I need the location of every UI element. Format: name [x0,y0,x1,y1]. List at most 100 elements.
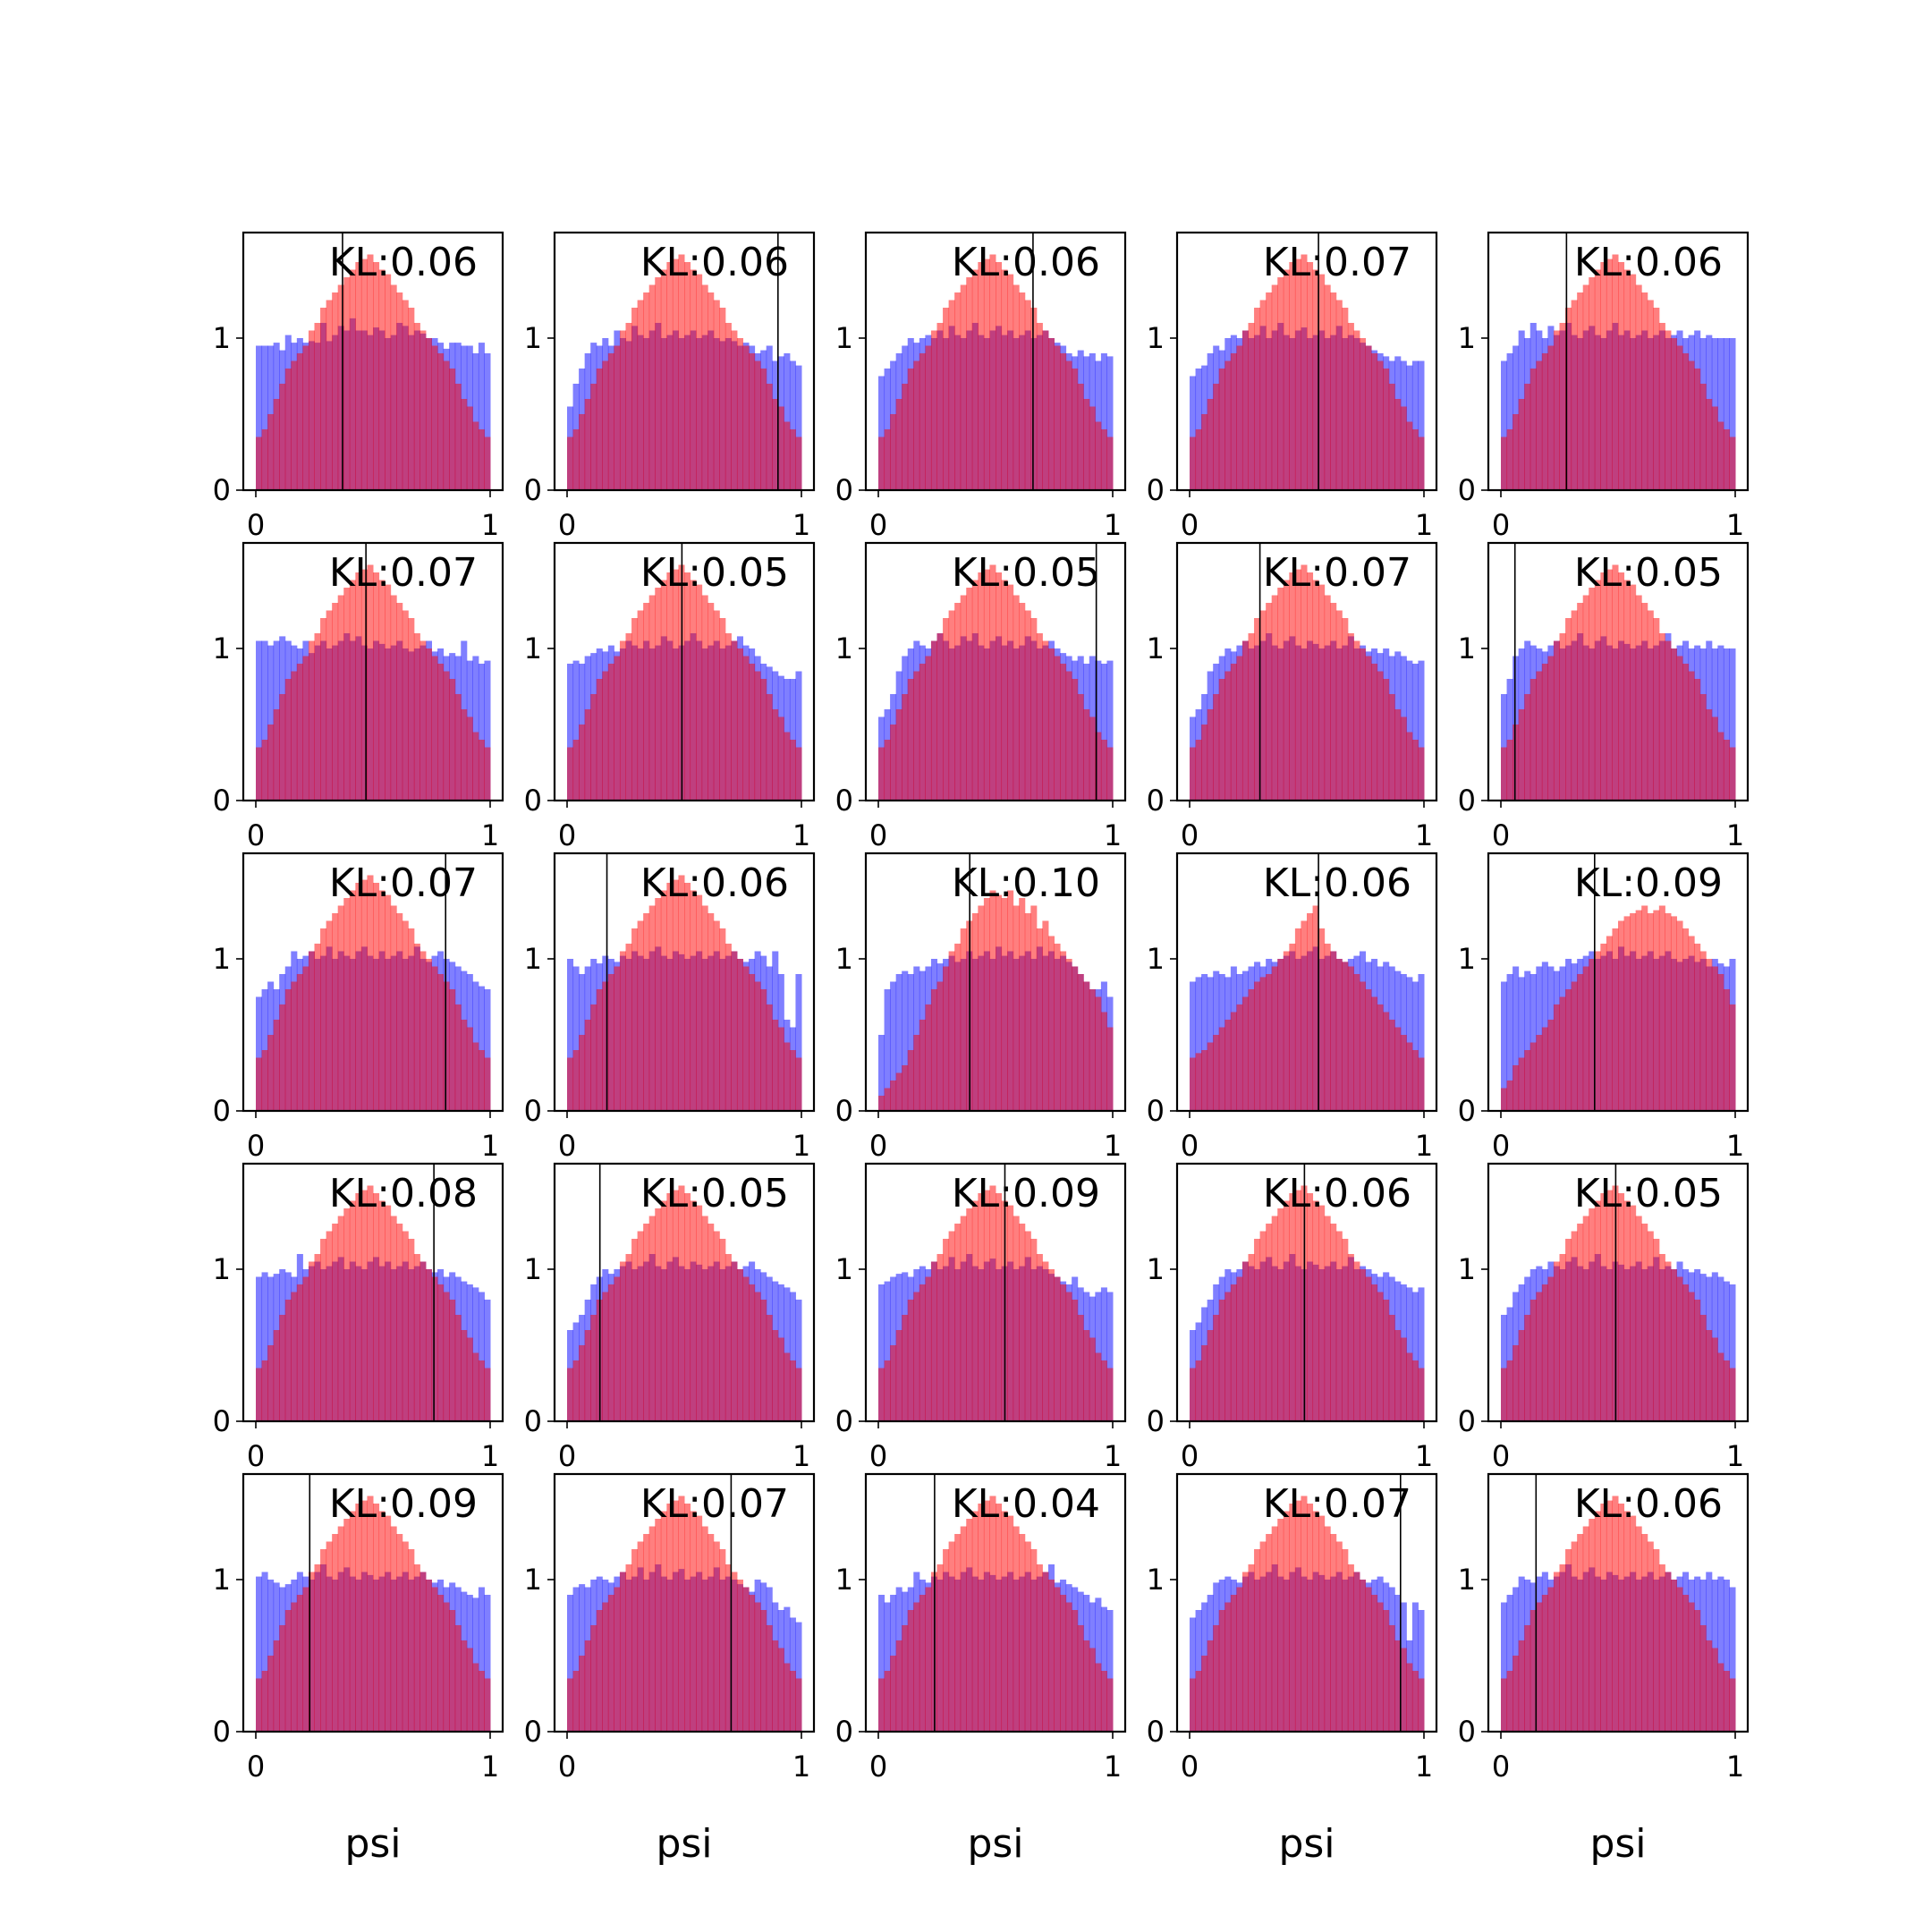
ytick-label: 1 [1147,321,1165,355]
bar-red [1353,974,1360,1111]
bar-red [1042,330,1049,490]
bar-red [590,694,597,801]
bar-red [960,1216,967,1421]
bar-red [378,890,386,1111]
bar-blue [472,656,479,801]
bar-red [273,399,280,490]
bar-blue [1411,1292,1419,1421]
bar-red [971,580,979,801]
xtick-label: 1 [1726,1129,1744,1163]
bar-red [1218,1300,1225,1421]
bar-blue [1418,360,1425,490]
bar-blue [878,1284,886,1421]
bar-red [1072,369,1079,490]
bar-red [1541,1595,1548,1732]
ytick-label: 1 [1147,1252,1165,1286]
bar-red [279,694,286,801]
bar-red [884,429,891,490]
bar-red [1571,1541,1578,1732]
bar-red [795,1057,802,1111]
xtick-label: 1 [1415,1750,1433,1784]
bar-red [1688,1602,1695,1732]
bar-red [1506,1360,1513,1421]
bar-blue [878,1035,886,1111]
bar-red [1553,640,1560,801]
bar-red [1688,671,1695,801]
bar-red [878,436,886,490]
kl-annotation: KL:0.06 [1574,240,1723,285]
bar-red [320,1239,327,1421]
bar-red [1513,1345,1520,1421]
bar-red [1589,1208,1596,1421]
bar-red [1095,1352,1102,1421]
bar-red [1294,1190,1301,1421]
bar-red [472,1042,479,1111]
kl-annotation: KL:0.05 [640,550,789,596]
bar-red [713,1541,720,1732]
bar-red [1318,274,1326,490]
bar-red [1241,1261,1249,1421]
xtick-label: 1 [1104,508,1122,542]
bar-red [1266,1534,1273,1732]
kl-annotation: KL:0.06 [1263,1171,1411,1216]
bar-red [925,656,932,801]
bar-red [1324,1526,1331,1732]
bar-red [567,1368,574,1421]
bar-red [1682,1284,1690,1421]
bar-red [919,664,926,801]
bar-red [1301,254,1308,490]
bar-red [631,308,639,490]
bar-red [454,384,462,490]
bar-red [971,269,979,490]
axes-frame [242,1472,504,1733]
bar-red [284,989,292,1111]
bar-red [1254,308,1261,490]
bar-red [1224,1020,1232,1111]
bar-red [1077,384,1084,490]
bar-blue [789,360,796,490]
bar-blue [884,1602,891,1732]
bar-red [719,928,726,1111]
bar-red [378,269,386,490]
bar-red [708,603,715,801]
bar-red [1670,648,1677,801]
bar-red [1394,399,1402,490]
bar-red [1600,944,1607,1111]
bar-red [1676,656,1683,801]
bar-red [396,292,403,490]
bar-red [1571,300,1578,490]
bar-blue [1518,977,1525,1111]
bar-red [1582,284,1589,490]
bar-red [1271,595,1278,801]
bar-red [1036,1254,1043,1421]
bar-red [1254,1549,1261,1732]
bar-red [643,292,650,490]
kl-annotation: KL:0.09 [329,1481,478,1527]
axes-frame [864,1162,1127,1423]
bar-red [256,1057,263,1111]
bar-red [631,618,639,801]
ytick-label: 1 [1147,1563,1165,1597]
bar-red [1388,1625,1395,1732]
bar-red [954,1224,962,1421]
bar-red [1106,1368,1114,1421]
bar-red [1347,966,1354,1111]
bar-red [373,1193,380,1421]
bar-red [772,1640,779,1732]
bar-red [1230,353,1237,490]
bar-red [736,1269,743,1421]
ytick-label: 1 [1458,1563,1476,1597]
bar-red [1606,1190,1613,1421]
bar-red [631,1239,639,1421]
bar-blue [1729,1587,1736,1732]
bar-blue [1717,1276,1724,1421]
bar-red [413,1564,420,1732]
axes-frame [553,1472,816,1733]
panel-2-5: 0 1 0 1 KL:0.05 [1458,541,1750,852]
bar-red [930,989,937,1111]
axes-frame [1487,1162,1750,1423]
bar-red [619,330,626,490]
bar-red [719,308,726,490]
xtick-label: 1 [792,1750,810,1784]
ytick-label: 1 [213,631,231,665]
